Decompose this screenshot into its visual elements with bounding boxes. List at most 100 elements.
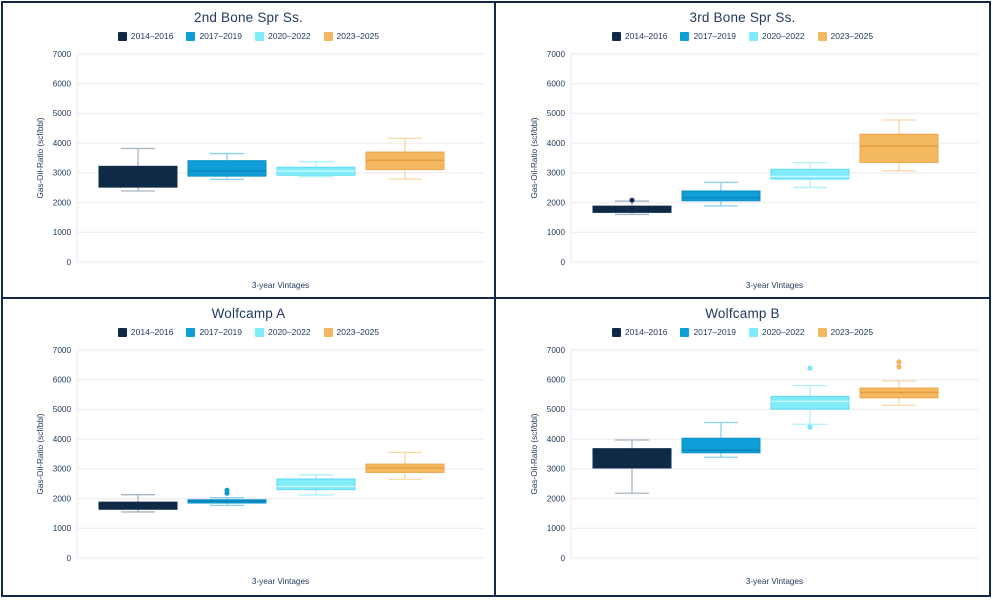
box-series-2023–2025 xyxy=(859,119,939,172)
legend-item: 2014–2016 xyxy=(117,31,174,41)
iqr-box xyxy=(592,448,672,469)
y-tick-label: 0 xyxy=(560,258,565,267)
legend-swatch-icon xyxy=(680,31,690,41)
panel-wolfcamp-a: Wolfcamp A 2014–2016 2017–2019 2020–2022 20… xyxy=(3,299,496,595)
legend-swatch-icon xyxy=(817,31,827,41)
legend-swatch-icon xyxy=(611,31,621,41)
legend-item: 2020–2022 xyxy=(255,327,311,337)
box-series-2014–2016 xyxy=(592,439,672,494)
legend-item: 2023–2025 xyxy=(817,31,874,41)
legend-swatch-icon xyxy=(323,327,333,337)
panel-wolfcamp-b: Wolfcamp B 2014–2016 2017–2019 2020–2022 20… xyxy=(496,299,989,595)
iqr-box xyxy=(276,478,356,491)
y-tick-label: 0 xyxy=(560,554,565,563)
y-tick-label: 2000 xyxy=(53,494,72,503)
y-tick-label: 6000 xyxy=(53,80,72,89)
y-tick-label: 5000 xyxy=(53,109,72,118)
legend-label: 2014–2016 xyxy=(130,327,174,337)
legend-item: 2023–2025 xyxy=(323,327,379,337)
legend-label: 2014–2016 xyxy=(624,31,668,41)
legend-label: 2014–2016 xyxy=(624,327,668,337)
outlier-dot xyxy=(896,359,902,365)
legend-swatch-icon xyxy=(817,327,827,337)
iqr-box xyxy=(859,133,939,163)
legend-swatch-icon xyxy=(186,31,196,41)
iqr-box xyxy=(681,437,761,454)
y-tick-label: 4000 xyxy=(53,435,72,444)
y-axis-title: Gas-Oil-Ratio (scf/bbl) xyxy=(36,117,45,198)
y-tick-label: 5000 xyxy=(547,405,566,414)
legend-item: 2014–2016 xyxy=(611,31,668,41)
legend-label: 2020–2022 xyxy=(268,327,311,337)
legend-item: 2023–2025 xyxy=(323,31,380,41)
y-tick-label: 3000 xyxy=(53,169,72,178)
legend-item: 2023–2025 xyxy=(817,327,874,337)
x-axis-title: 3-year Vintages xyxy=(746,281,803,290)
outlier-dot xyxy=(224,487,230,493)
legend-swatch-icon xyxy=(255,327,264,337)
chart-svg: 0 1000 2000 3000 4000 5000 6000 7000 Gas-Oil-Rat… xyxy=(36,346,484,586)
legend-swatch-icon xyxy=(749,327,758,337)
y-axis-title: Gas-Oil-Ratio (scf/bbl) xyxy=(530,413,539,494)
iqr-box xyxy=(681,190,761,202)
panel-title: Wolfcamp B xyxy=(705,306,780,321)
y-tick-label: 5000 xyxy=(53,405,72,414)
panel-title: Wolfcamp A xyxy=(211,306,286,321)
boxplot-canvas: 0 1000 2000 3000 4000 5000 6000 7000 Gas-Oil-Rat… xyxy=(496,340,989,593)
legend-label: 2020–2022 xyxy=(762,327,805,337)
box-series-2020–2022 xyxy=(276,474,356,496)
outlier-dot xyxy=(629,197,635,203)
y-tick-label: 6000 xyxy=(547,80,566,89)
box-series-2023–2025 xyxy=(365,451,445,480)
legend-label: 2023–2025 xyxy=(830,327,874,337)
legend-label: 2017–2019 xyxy=(199,327,242,337)
legend: 2014–2016 2017–2019 2020–2022 2023–2025 xyxy=(3,325,494,339)
y-tick-label: 5000 xyxy=(547,109,566,118)
legend-swatch-icon xyxy=(749,31,758,41)
legend-label: 2017–2019 xyxy=(693,327,736,337)
panel-2nd-bone-spr-ss: 2nd Bone Spr Ss. 2014–2016 2017–2019 2020–… xyxy=(3,3,496,299)
y-tick-label: 4000 xyxy=(53,139,72,148)
legend-swatch-icon xyxy=(323,31,333,41)
y-axis-title: Gas-Oil-Ratio (scf/bbl) xyxy=(530,117,539,198)
panel-title: 3rd Bone Spr Ss. xyxy=(689,10,796,25)
box-series-2020–2022 xyxy=(276,160,356,178)
legend-label: 2017–2019 xyxy=(693,31,736,41)
y-axis-title: Gas-Oil-Ratio (scf/bbl) xyxy=(36,413,45,494)
box-series-2017–2019 xyxy=(187,152,267,181)
legend-swatch-icon xyxy=(611,327,621,337)
chart-svg: 0 1000 2000 3000 4000 5000 6000 7000 Gas-Oil-Rat… xyxy=(530,346,978,586)
legend-swatch-icon xyxy=(117,327,127,337)
legend-item: 2020–2022 xyxy=(749,31,805,41)
y-tick-label: 3000 xyxy=(547,465,566,474)
chart-svg: 0 1000 2000 3000 4000 5000 6000 7000 Gas-Oil-Rat… xyxy=(36,50,484,290)
iqr-box xyxy=(98,165,178,188)
x-axis-title: 3-year Vintages xyxy=(746,577,803,586)
box-series-2017–2019 xyxy=(187,487,267,507)
boxplot-canvas: 0 1000 2000 3000 4000 5000 6000 7000 Gas-Oil-Rat… xyxy=(3,340,494,593)
y-tick-label: 0 xyxy=(66,554,71,563)
legend-item: 2020–2022 xyxy=(749,327,805,337)
legend-item: 2014–2016 xyxy=(611,327,668,337)
outlier-dot xyxy=(807,365,813,371)
legend-label: 2023–2025 xyxy=(830,31,874,41)
y-tick-label: 7000 xyxy=(547,346,566,355)
y-tick-label: 1000 xyxy=(53,524,72,533)
legend-label: 2014–2016 xyxy=(130,31,174,41)
iqr-box xyxy=(770,168,850,180)
legend: 2014–2016 2017–2019 2020–2022 2023–2025 xyxy=(3,29,494,43)
y-tick-label: 6000 xyxy=(547,376,566,385)
legend-label: 2020–2022 xyxy=(762,31,805,41)
outlier-dot xyxy=(896,364,902,370)
box-series-2023–2025 xyxy=(365,137,445,180)
iqr-box xyxy=(770,395,850,410)
legend-label: 2023–2025 xyxy=(336,31,380,41)
legend-item: 2017–2019 xyxy=(186,31,242,41)
legend-item: 2017–2019 xyxy=(186,327,242,337)
boxplot-canvas: 0 1000 2000 3000 4000 5000 6000 7000 Gas-Oil-Rat… xyxy=(496,44,989,297)
y-tick-label: 1000 xyxy=(547,524,566,533)
x-axis-title: 3-year Vintages xyxy=(252,281,309,290)
outlier-dot xyxy=(807,424,813,430)
y-tick-label: 2000 xyxy=(53,198,72,207)
